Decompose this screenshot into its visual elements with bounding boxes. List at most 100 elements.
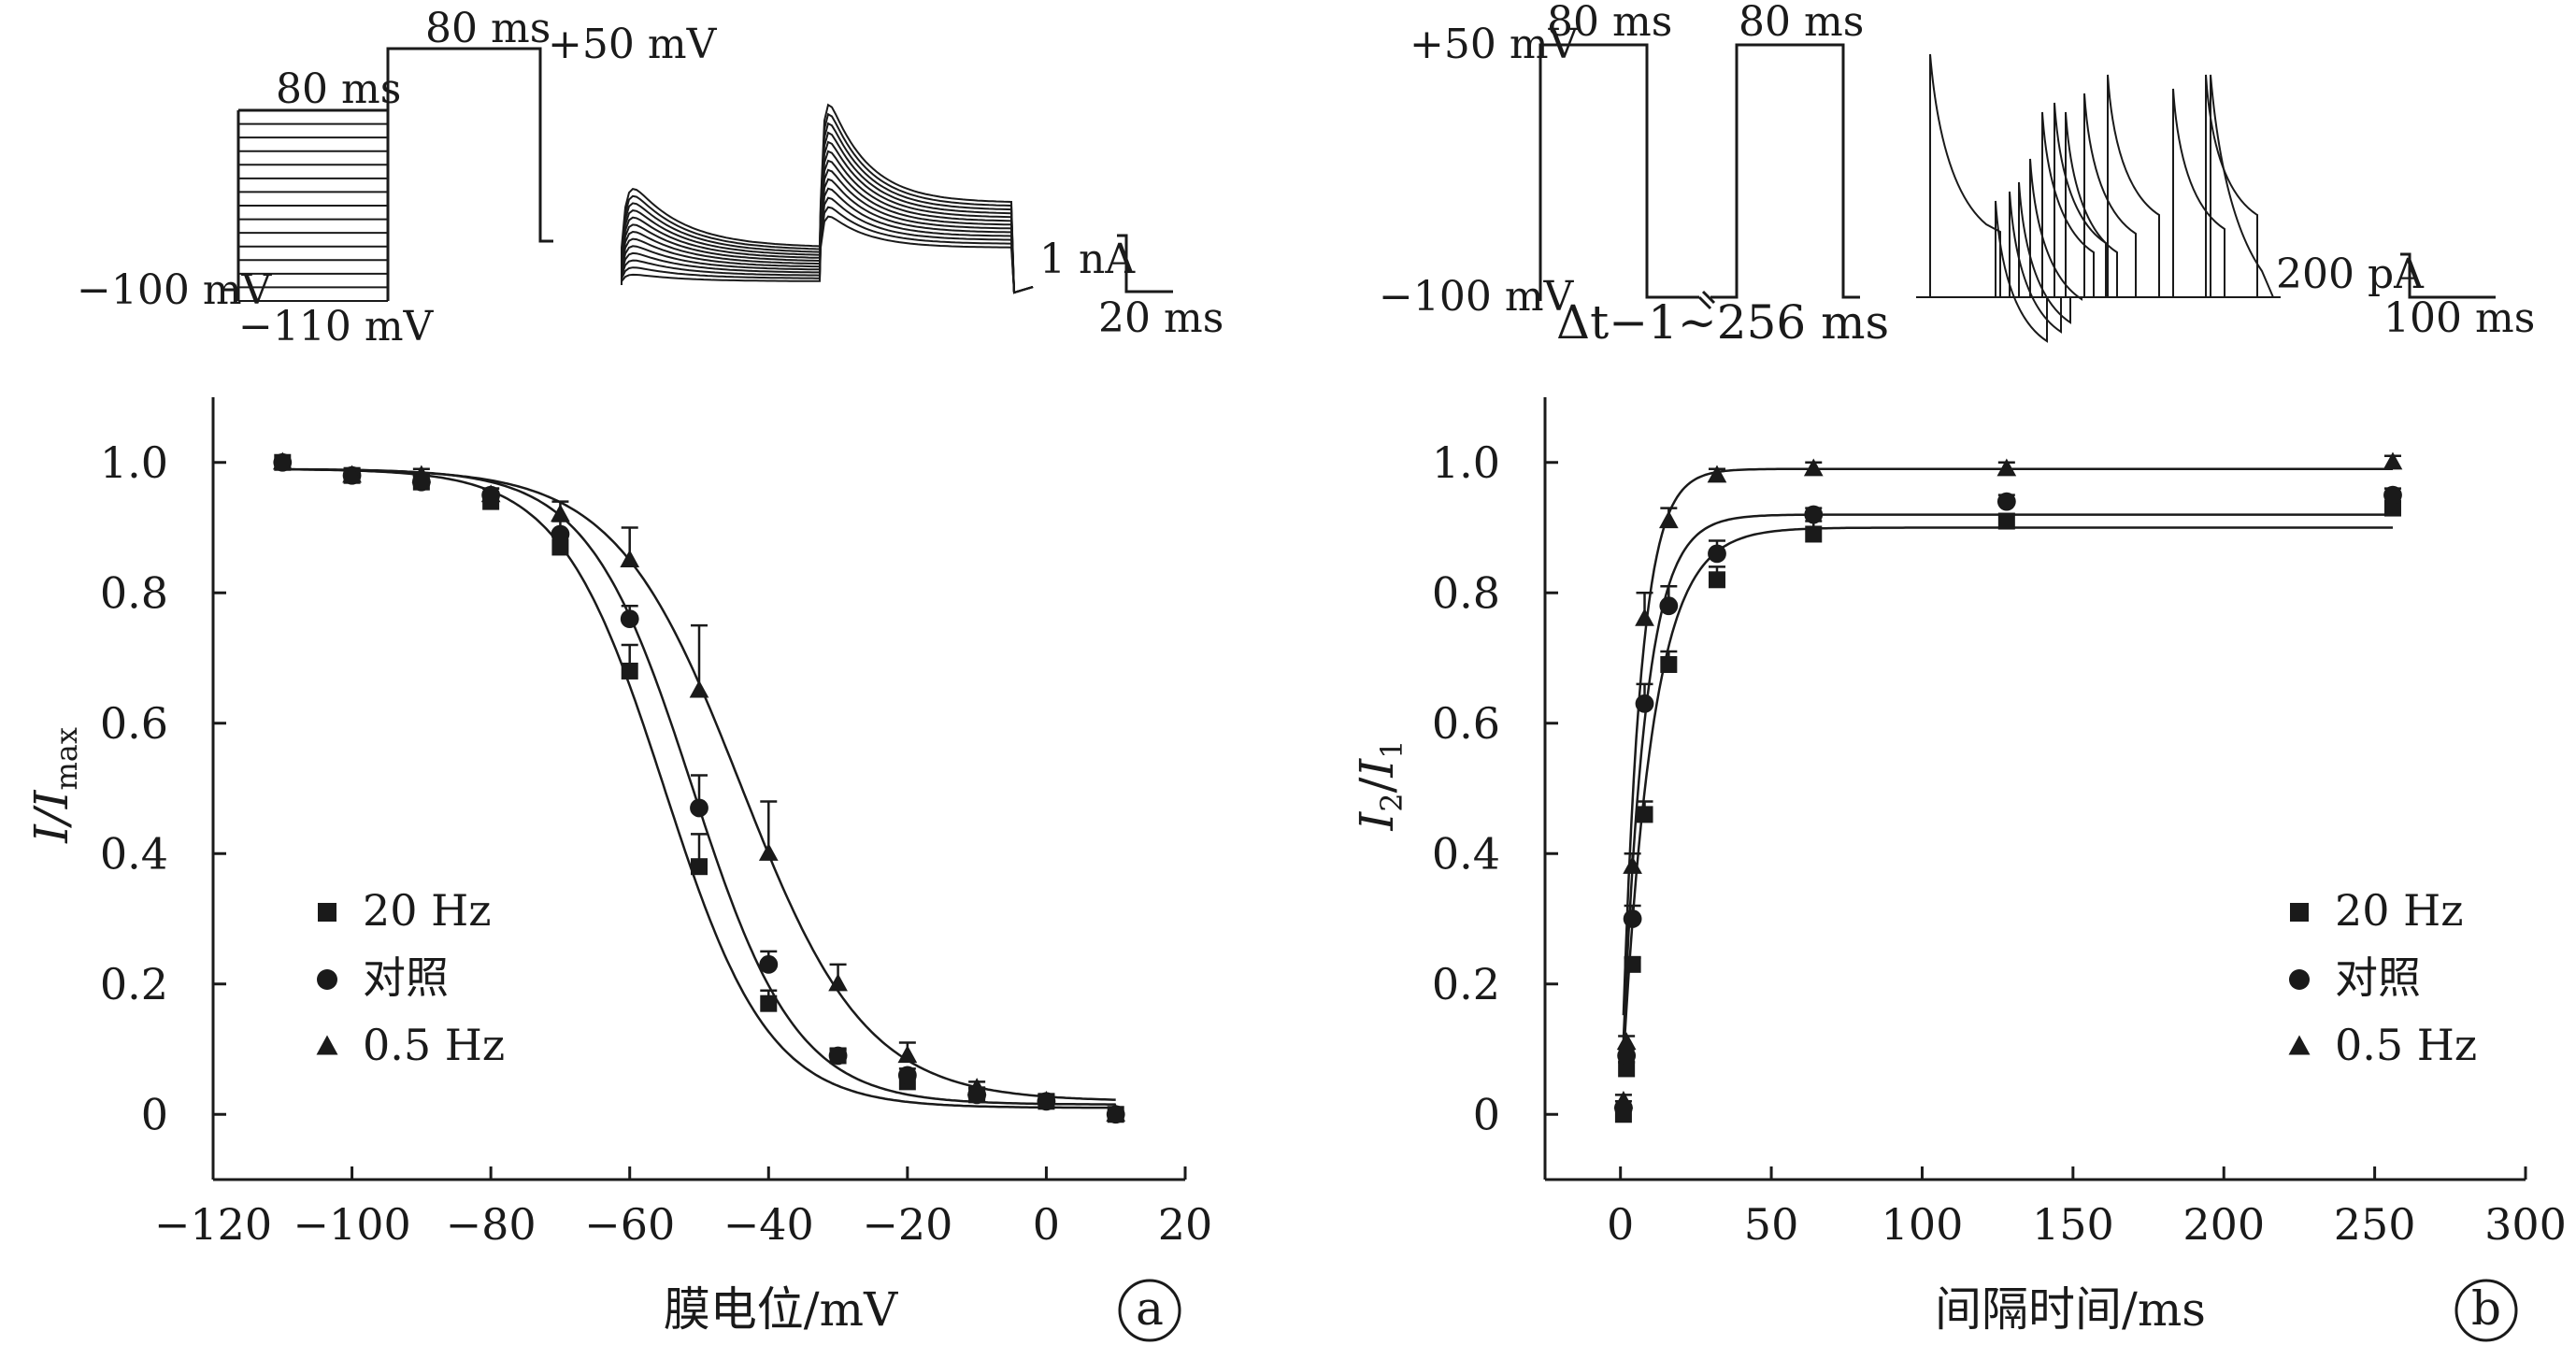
data-point-triangle: [342, 465, 362, 483]
panel-b-protocol: [1538, 43, 1860, 310]
data-point-triangle: [1106, 1104, 1126, 1122]
y-tick-label: 0: [1473, 1089, 1500, 1139]
current-trace-b: [2172, 88, 2225, 297]
panel-a-chart: −120 −100 −80 −60 −40 −20 0 20 0 0.2 0.4 0.6 0.8 1.0: [100, 397, 1212, 1250]
current-trace-a: [621, 215, 1034, 294]
current-trace-a: [621, 168, 1034, 294]
data-point-circle: [1635, 694, 1654, 713]
fit-curve-circle: [1622, 513, 2393, 1040]
data-point-square: [1624, 955, 1641, 973]
data-point-triangle: [411, 465, 432, 483]
y-tick-label: 0.2: [1432, 959, 1500, 1009]
y-tick-label: 0: [141, 1089, 168, 1139]
legend-label: 20 Hz: [363, 885, 492, 936]
data-point-circle: [1708, 544, 1726, 564]
y-tick-label: 0.4: [1432, 828, 1500, 879]
protocol-b-break-1: [1697, 295, 1712, 310]
protocol-b-pulse1: [1538, 43, 1699, 301]
data-point-triangle: [1635, 608, 1654, 626]
current-trace-b-first: [1929, 53, 2001, 297]
protocol-b-pulse2-duration: 80 ms: [1739, 0, 1864, 46]
data-point-circle: [690, 798, 708, 818]
panel-b-label: b: [2454, 1279, 2518, 1342]
protocol-a-top-duration: 80 ms: [425, 5, 551, 52]
scale-b-time: 100 ms: [2383, 294, 2535, 342]
current-trace-a: [621, 131, 1034, 294]
scale-a-current: 1 nA: [1039, 236, 1136, 283]
data-point-triangle: [551, 504, 570, 522]
data-point-triangle: [1707, 465, 1727, 483]
svg-text:a: a: [1136, 1281, 1164, 1336]
y-tick-label: 0.8: [1432, 567, 1500, 618]
protocol-b-break-2: [1701, 290, 1716, 305]
y-tick-label: 0.8: [100, 567, 168, 618]
x-tick-label: −40: [723, 1199, 814, 1250]
data-point-circle: [897, 1066, 917, 1085]
current-trace-a: [621, 187, 1034, 294]
data-point-triangle: [1803, 458, 1824, 477]
panel-b-current-traces: [1916, 53, 2281, 343]
legend-marker-square: [318, 903, 336, 922]
protocol-a-min-voltage: −110 mV: [238, 303, 435, 351]
panel-b-ylabel: I2/I1: [1350, 739, 1410, 831]
current-trace-a: [621, 150, 1034, 294]
current-trace-b: [2083, 93, 2137, 297]
current-trace-a: [621, 103, 1034, 294]
data-point-triangle: [966, 1078, 987, 1095]
data-point-circle: [1804, 505, 1824, 524]
data-point-circle: [1623, 909, 1642, 928]
panel-a-current-traces: [621, 103, 1034, 294]
data-point-triangle: [1613, 1091, 1634, 1109]
data-point-square: [1708, 571, 1725, 589]
x-tick-label: −20: [862, 1199, 952, 1250]
scale-b-current: 200 pA: [2276, 250, 2425, 298]
current-trace-a: [621, 159, 1034, 294]
panel-b-scale-bar: [2400, 252, 2496, 299]
x-tick-label: −60: [584, 1199, 675, 1250]
x-tick-label: 250: [2334, 1199, 2416, 1250]
data-point-square: [551, 538, 569, 556]
protocol-a-hold-voltage: −100 mV: [77, 266, 273, 314]
panel-b-legend: 20 Hz 对照 0.5 Hz: [2288, 885, 2477, 1070]
protocol-a-top-voltage: +50 mV: [548, 21, 718, 68]
panel-a-label: a: [1118, 1279, 1181, 1342]
x-tick-label: −80: [446, 1199, 537, 1250]
x-tick-label: −100: [293, 1199, 410, 1250]
panel-a-legend: 20 Hz 对照 0.5 Hz: [316, 885, 505, 1070]
legend-label: 0.5 Hz: [2335, 1020, 2477, 1070]
legend-marker-triangle: [2288, 1035, 2311, 1055]
data-point-triangle: [1037, 1091, 1056, 1109]
current-trace-b: [2107, 74, 2160, 297]
legend-marker-triangle: [316, 1035, 338, 1055]
current-trace-a: [621, 206, 1034, 294]
data-point-circle: [759, 954, 779, 974]
data-point-triangle: [272, 451, 293, 470]
fit-curve-triangle: [1622, 467, 2393, 1016]
y-tick-label: 0.4: [100, 828, 168, 879]
legend-label: 对照: [363, 952, 449, 1003]
panel-a-xlabel: 膜电位/mV: [664, 1282, 898, 1337]
y-tick-label: 0.6: [1432, 698, 1500, 749]
current-trace-b: [2041, 111, 2095, 297]
data-point-triangle: [1623, 855, 1642, 874]
data-point-triangle: [758, 843, 779, 861]
current-trace-b: [2018, 181, 2071, 324]
panel-a-ylabel: I/Imax: [24, 727, 84, 844]
y-tick-label: 1.0: [1432, 437, 1500, 488]
current-trace-b: [2029, 158, 2082, 301]
protocol-b-interval: Δt−1~256 ms: [1556, 295, 1889, 350]
data-point-triangle: [1658, 510, 1679, 529]
data-point-square: [1805, 525, 1823, 543]
y-tick-label: 0.2: [100, 959, 168, 1009]
x-tick-label: 200: [2182, 1199, 2265, 1250]
legend-marker-circle: [2289, 969, 2310, 990]
legend-label: 对照: [2335, 952, 2421, 1003]
x-tick-label: 300: [2484, 1199, 2567, 1250]
legend-label: 0.5 Hz: [363, 1020, 505, 1070]
current-trace-b: [2009, 191, 2062, 334]
protocol-a-step-lines: [238, 109, 388, 302]
current-trace-a: [621, 112, 1034, 294]
protocol-b-top-voltage: +50 mV: [1410, 21, 1580, 68]
data-point-circle: [1659, 596, 1679, 616]
current-trace-a: [621, 122, 1034, 294]
